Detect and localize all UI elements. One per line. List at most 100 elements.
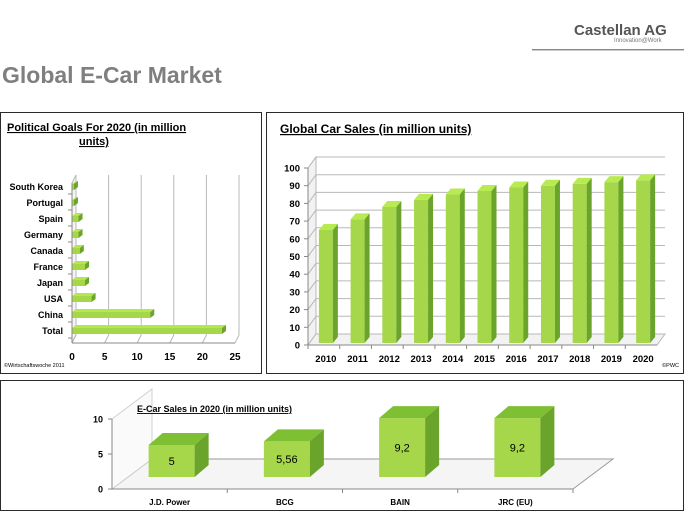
bar-top <box>72 293 96 296</box>
bar-side <box>459 188 465 343</box>
ecar-sales-panel: E-Car Sales in 2020 (in million units) 0 5… <box>0 380 684 511</box>
gridline-depth <box>307 192 317 204</box>
x-tick-label: 5 <box>102 352 108 363</box>
bar <box>572 183 587 343</box>
y-tick-label: 50 <box>289 252 300 263</box>
x-tick-label: 2017 <box>537 354 558 365</box>
bar <box>509 187 524 343</box>
y-tick-label: China <box>38 310 64 320</box>
x-tick-label: 2015 <box>474 354 496 365</box>
bar <box>540 185 555 343</box>
x-tick-label: 2016 <box>506 354 527 365</box>
bar-top <box>414 193 434 200</box>
y-tick-label: 80 <box>289 199 300 210</box>
data-label: 5 <box>169 456 175 468</box>
bar-top <box>540 179 560 186</box>
bar-side <box>586 177 592 343</box>
bar-side <box>650 174 656 343</box>
gridline-depth <box>136 334 142 344</box>
bar-side <box>79 245 84 254</box>
y-tick-label: 40 <box>289 270 300 281</box>
bar-top <box>572 177 592 184</box>
bar-top <box>350 213 370 220</box>
bar-side <box>540 406 555 477</box>
bar <box>72 328 222 334</box>
bar-side <box>150 309 155 318</box>
bar-top <box>318 223 338 230</box>
gridline-depth <box>307 156 317 169</box>
y-tick-label: 90 <box>289 181 300 192</box>
bar-side <box>78 229 83 238</box>
x-tick-label: 2012 <box>379 354 400 365</box>
bar-top <box>72 181 78 184</box>
gridline-depth <box>71 334 77 344</box>
bar-top <box>604 176 624 183</box>
bar <box>72 280 86 286</box>
gridline-depth <box>234 334 240 344</box>
bar-top <box>72 197 78 200</box>
bar <box>148 445 195 477</box>
bar <box>414 199 429 343</box>
bar <box>72 232 79 238</box>
bar <box>72 248 80 254</box>
bar-top <box>148 433 209 445</box>
bar <box>72 200 74 206</box>
bar-side <box>73 181 78 190</box>
gridline-depth <box>201 334 207 344</box>
x-tick-label: JRC (EU) <box>498 498 533 507</box>
bar-top <box>72 277 90 280</box>
x-tick-label: 2011 <box>347 354 368 365</box>
y-tick-label: 10 <box>93 415 103 425</box>
gridline-depth <box>307 262 317 275</box>
bar <box>72 296 92 302</box>
y-tick-label: 20 <box>289 305 300 316</box>
bar <box>72 216 79 222</box>
bar-top <box>636 174 656 181</box>
political-goals-panel: Political Goals For 2020 (in million unit… <box>0 112 262 374</box>
bar <box>604 182 619 343</box>
y-tick-label: 0 <box>98 485 103 495</box>
bar <box>350 219 365 343</box>
logo-tagline: Innovation@Work <box>614 38 662 44</box>
x-tick-label: 0 <box>69 352 75 363</box>
y-tick-label: South Korea <box>9 182 63 192</box>
header-divider <box>532 49 684 51</box>
bar-top <box>72 245 84 248</box>
x-tick-label: J.D. Power <box>149 498 190 507</box>
y-tick-label: 30 <box>289 287 300 298</box>
y-tick-label: USA <box>44 294 64 304</box>
x-tick-label: 20 <box>197 352 209 363</box>
gridline-depth <box>307 245 317 257</box>
gridline-depth <box>307 316 317 328</box>
bar-top <box>72 309 155 312</box>
bar <box>72 312 151 318</box>
y-tick-label: Germany <box>24 230 63 240</box>
bar-top <box>509 181 529 188</box>
bar <box>379 418 426 477</box>
bar-side <box>491 185 497 343</box>
y-tick-label: Canada <box>30 246 64 256</box>
x-tick-label: BAIN <box>390 498 410 507</box>
bar <box>445 194 460 343</box>
x-tick-label: 2018 <box>569 354 590 365</box>
bar <box>382 206 397 343</box>
y-tick-label: Spain <box>38 214 63 224</box>
bar-top <box>72 325 226 328</box>
bar-side <box>91 293 96 302</box>
gridline-depth <box>104 334 110 344</box>
bar-side <box>618 176 624 343</box>
bar <box>72 264 86 270</box>
global-car-sales-chart: Global Car Sales (in million units) 0 10 20… <box>280 122 679 369</box>
gridline-depth <box>169 334 175 344</box>
gridline-depth <box>307 209 317 222</box>
y-tick-label: France <box>33 262 63 272</box>
x-tick-label: 2019 <box>601 354 622 365</box>
bar-top <box>72 261 90 264</box>
global-car-sales-panel: Global Car Sales (in million units) 0 10 20… <box>266 112 684 374</box>
bar-side <box>78 213 83 222</box>
bar-side <box>425 406 440 477</box>
bar-top <box>72 229 83 232</box>
bar <box>318 229 333 343</box>
bar-side <box>428 193 434 343</box>
x-tick-label: 2020 <box>633 354 654 365</box>
